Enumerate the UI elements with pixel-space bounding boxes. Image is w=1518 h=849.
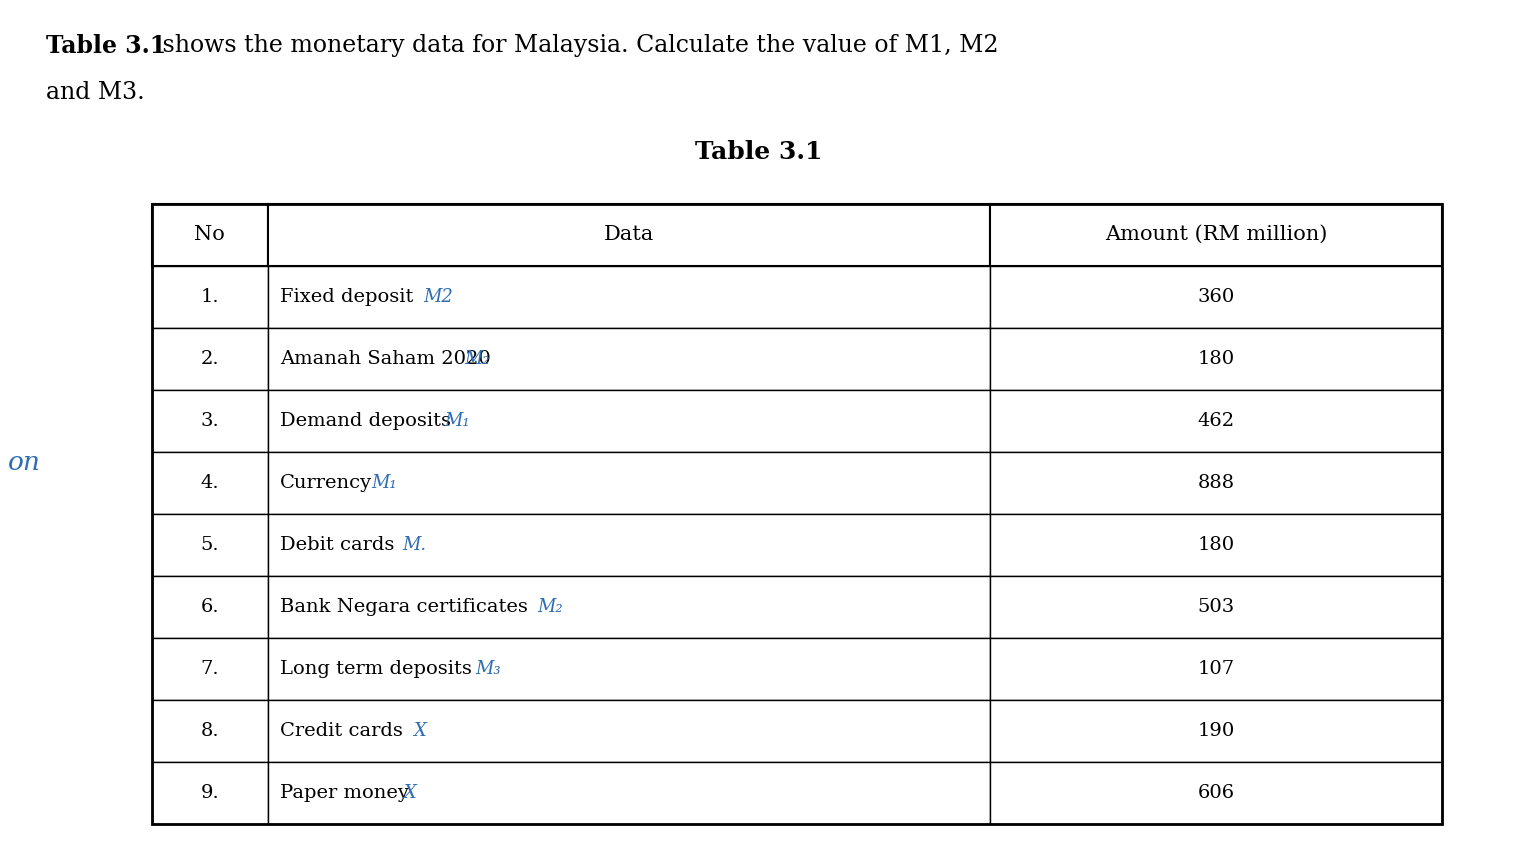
Bar xyxy=(152,576,269,638)
Bar xyxy=(991,328,1442,390)
Text: 360: 360 xyxy=(1198,288,1236,306)
Bar xyxy=(991,452,1442,514)
Bar xyxy=(991,638,1442,700)
Text: M₂: M₂ xyxy=(465,350,490,368)
Text: 1.: 1. xyxy=(200,288,219,306)
Text: Debit cards: Debit cards xyxy=(279,536,395,554)
Text: M₃: M₃ xyxy=(475,660,501,678)
Text: Credit cards: Credit cards xyxy=(279,722,402,739)
Bar xyxy=(267,762,991,824)
Text: 180: 180 xyxy=(1198,350,1234,368)
Text: and M3.: and M3. xyxy=(46,81,144,104)
Bar xyxy=(267,328,991,390)
Text: Table 3.1: Table 3.1 xyxy=(46,34,165,58)
Bar xyxy=(152,328,269,390)
Text: M.: M. xyxy=(402,536,427,554)
Bar xyxy=(991,700,1442,762)
Bar xyxy=(152,390,269,452)
Bar xyxy=(152,700,269,762)
Bar xyxy=(152,266,269,328)
Bar xyxy=(267,452,991,514)
Text: 2.: 2. xyxy=(200,350,219,368)
Text: M2: M2 xyxy=(424,288,454,306)
Bar xyxy=(152,762,269,824)
Bar xyxy=(267,266,991,328)
Text: M₁: M₁ xyxy=(443,412,469,430)
Bar xyxy=(267,514,991,576)
Text: M₂: M₂ xyxy=(537,598,563,616)
Bar xyxy=(152,514,269,576)
Text: Table 3.1: Table 3.1 xyxy=(695,140,823,164)
Text: No: No xyxy=(194,225,225,245)
Text: 180: 180 xyxy=(1198,536,1234,554)
Text: 503: 503 xyxy=(1198,598,1236,616)
Bar xyxy=(991,576,1442,638)
Bar xyxy=(991,762,1442,824)
Bar xyxy=(267,638,991,700)
Text: M₁: M₁ xyxy=(372,474,398,492)
Text: 8.: 8. xyxy=(200,722,219,739)
Bar xyxy=(152,638,269,700)
Bar xyxy=(152,204,1442,824)
Bar xyxy=(267,204,991,266)
Text: shows the monetary data for Malaysia. Calculate the value of M1, M2: shows the monetary data for Malaysia. Ca… xyxy=(155,34,999,57)
Bar xyxy=(152,452,269,514)
Text: X: X xyxy=(413,722,427,739)
Text: Paper money: Paper money xyxy=(279,784,408,801)
Text: Amanah Saham 2020: Amanah Saham 2020 xyxy=(279,350,490,368)
Bar xyxy=(267,576,991,638)
Bar xyxy=(152,204,269,266)
Bar xyxy=(267,390,991,452)
Text: 107: 107 xyxy=(1198,660,1234,678)
Text: Long term deposits: Long term deposits xyxy=(279,660,472,678)
Bar xyxy=(991,514,1442,576)
Text: 5.: 5. xyxy=(200,536,219,554)
Text: Amount (RM million): Amount (RM million) xyxy=(1105,225,1327,245)
Text: Demand deposits: Demand deposits xyxy=(279,412,451,430)
Text: 888: 888 xyxy=(1198,474,1234,492)
Text: Bank Negara certificates: Bank Negara certificates xyxy=(279,598,528,616)
Text: on: on xyxy=(8,450,41,475)
Text: Data: Data xyxy=(604,225,654,245)
Bar xyxy=(991,266,1442,328)
Text: 606: 606 xyxy=(1198,784,1234,801)
Bar xyxy=(267,700,991,762)
Text: 4.: 4. xyxy=(200,474,219,492)
Bar xyxy=(991,390,1442,452)
Text: Currency: Currency xyxy=(279,474,372,492)
Text: 462: 462 xyxy=(1198,412,1234,430)
Text: Fixed deposit: Fixed deposit xyxy=(279,288,413,306)
Text: 190: 190 xyxy=(1198,722,1236,739)
Text: 9.: 9. xyxy=(200,784,219,801)
Text: 7.: 7. xyxy=(200,660,219,678)
Bar xyxy=(991,204,1442,266)
Text: 3.: 3. xyxy=(200,412,219,430)
Text: 6.: 6. xyxy=(200,598,219,616)
Text: X: X xyxy=(402,784,416,801)
